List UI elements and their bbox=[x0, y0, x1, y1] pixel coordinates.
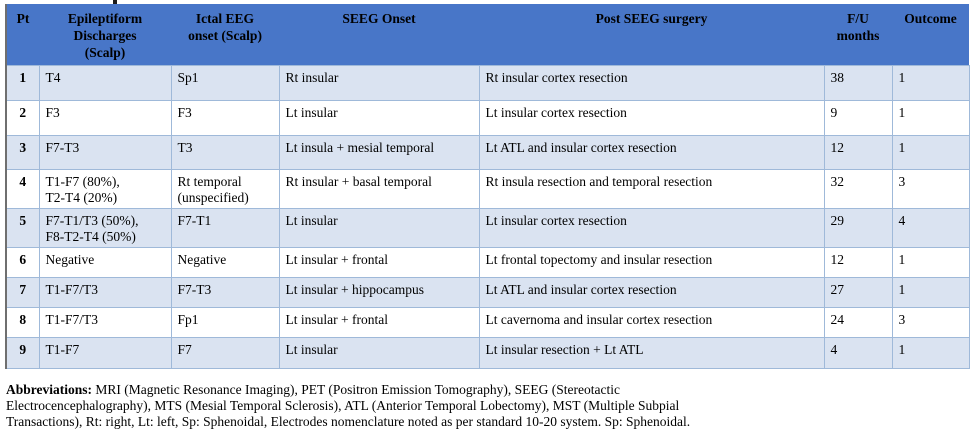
cell-fu-months: 24 bbox=[823, 307, 893, 339]
column-header-outcome: Outcome bbox=[892, 4, 969, 66]
abbreviations-line: Abbreviations: MRI (Magnetic Resonance I… bbox=[6, 382, 972, 398]
cell-seeg-onset: Rt insular + basal temporal bbox=[278, 168, 480, 210]
cell-pt: 9 bbox=[5, 337, 40, 370]
cell-post-seeg-surgery: Lt frontal topectomy and insular resecti… bbox=[478, 247, 825, 279]
cell-fu-months: 32 bbox=[823, 168, 893, 210]
cell-epileptiform-discharges: T1-F7/T3 bbox=[38, 307, 172, 339]
cell-fu-months: 9 bbox=[823, 99, 893, 136]
cell-outcome: 1 bbox=[891, 337, 970, 370]
cell-pt: 5 bbox=[5, 207, 40, 249]
cell-outcome: 1 bbox=[891, 64, 970, 101]
cell-pt: 2 bbox=[5, 99, 40, 136]
column-header-fu-months: F/U months bbox=[824, 4, 892, 66]
cell-fu-months: 12 bbox=[823, 134, 893, 170]
column-header-ictal-eeg-onset: Ictal EEG onset (Scalp) bbox=[171, 4, 279, 66]
table-row: 9 T1-F7 F7 Lt insular Lt insular resection +… bbox=[5, 337, 970, 370]
cell-fu-months: 29 bbox=[823, 207, 893, 249]
cell-outcome: 3 bbox=[891, 307, 970, 339]
cell-post-seeg-surgery: Lt ATL and insular cortex resection bbox=[478, 134, 825, 170]
cell-post-seeg-surgery: Lt insular resection + Lt ATL bbox=[478, 337, 825, 370]
table-row: 5 F7-T1/T3 (50%), F8-T2-T4 (50%) F7-T1 Lt i… bbox=[5, 207, 970, 249]
cell-pt: 8 bbox=[5, 307, 40, 339]
cell-fu-months: 38 bbox=[823, 64, 893, 101]
cell-epileptiform-discharges: T1-F7 bbox=[38, 337, 172, 370]
abbreviations-label: Abbreviations: bbox=[6, 382, 93, 397]
cell-epileptiform-discharges: F7-T3 bbox=[38, 134, 172, 170]
cell-outcome: 1 bbox=[891, 134, 970, 170]
table-row: 7 T1-F7/T3 F7-T3 Lt insular + hippocampus Lt… bbox=[5, 277, 970, 309]
table-row: 2 F3 F3 Lt insular Lt insular cortex resecti… bbox=[5, 99, 970, 136]
cell-ictal-eeg-onset: F7 bbox=[170, 337, 280, 370]
cell-epileptiform-discharges: T4 bbox=[38, 64, 172, 101]
cell-post-seeg-surgery: Lt cavernoma and insular cortex resectio… bbox=[478, 307, 825, 339]
cell-ictal-eeg-onset: Rt temporal (unspecified) bbox=[170, 168, 280, 210]
table-row: 4 T1-F7 (80%), T2-T4 (20%) Rt temporal (un… bbox=[5, 168, 970, 210]
cell-outcome: 1 bbox=[891, 99, 970, 136]
cell-post-seeg-surgery: Rt insular cortex resection bbox=[478, 64, 825, 101]
cell-fu-months: 27 bbox=[823, 277, 893, 309]
table-row: 6 Negative Negative Lt insular + frontal Lt … bbox=[5, 247, 970, 279]
cell-fu-months: 4 bbox=[823, 337, 893, 370]
cell-epileptiform-discharges: F7-T1/T3 (50%), F8-T2-T4 (50%) bbox=[38, 207, 172, 249]
cell-seeg-onset: Lt insula + mesial temporal bbox=[278, 134, 480, 170]
cell-epileptiform-discharges: F3 bbox=[38, 99, 172, 136]
cell-seeg-onset: Lt insular bbox=[278, 207, 480, 249]
cell-seeg-onset: Lt insular + hippocampus bbox=[278, 277, 480, 309]
abbreviations-note: Abbreviations: MRI (Magnetic Resonance I… bbox=[6, 382, 972, 431]
cell-post-seeg-surgery: Lt insular cortex resection bbox=[478, 99, 825, 136]
column-header-post-seeg-surgery: Post SEEG surgery bbox=[479, 4, 824, 66]
cell-seeg-onset: Rt insular bbox=[278, 64, 480, 101]
table-row: 8 T1-F7/T3 Fp1 Lt insular + frontal Lt caver… bbox=[5, 307, 970, 339]
cell-ictal-eeg-onset: Sp1 bbox=[170, 64, 280, 101]
cell-seeg-onset: Lt insular bbox=[278, 99, 480, 136]
cell-pt: 1 bbox=[5, 64, 40, 101]
cell-seeg-onset: Lt insular bbox=[278, 337, 480, 370]
cell-ictal-eeg-onset: F7-T1 bbox=[170, 207, 280, 249]
cell-seeg-onset: Lt insular + frontal bbox=[278, 247, 480, 279]
column-header-pt: Pt bbox=[6, 4, 39, 66]
cell-ictal-eeg-onset: T3 bbox=[170, 134, 280, 170]
cell-seeg-onset: Lt insular + frontal bbox=[278, 307, 480, 339]
cell-post-seeg-surgery: Rt insula resection and temporal resecti… bbox=[478, 168, 825, 210]
cell-ictal-eeg-onset: Fp1 bbox=[170, 307, 280, 339]
cell-pt: 3 bbox=[5, 134, 40, 170]
cell-pt: 4 bbox=[5, 168, 40, 210]
abbreviations-text: MRI (Magnetic Resonance Imaging), PET (P… bbox=[95, 382, 620, 397]
cell-epileptiform-discharges: T1-F7/T3 bbox=[38, 277, 172, 309]
crop-artifact-mark bbox=[113, 0, 117, 5]
cell-outcome: 3 bbox=[891, 168, 970, 210]
cell-ictal-eeg-onset: F3 bbox=[170, 99, 280, 136]
cell-outcome: 1 bbox=[891, 277, 970, 309]
cell-epileptiform-discharges: T1-F7 (80%), T2-T4 (20%) bbox=[38, 168, 172, 210]
cell-ictal-eeg-onset: F7-T3 bbox=[170, 277, 280, 309]
table-row: 3 F7-T3 T3 Lt insula + mesial temporal Lt AT… bbox=[5, 134, 970, 170]
cell-pt: 7 bbox=[5, 277, 40, 309]
table-body: 1 T4 Sp1 Rt insular Rt insular cortex resect… bbox=[5, 64, 970, 370]
header-row: Pt Epileptiform Discharges (Scalp) Ictal… bbox=[6, 4, 969, 66]
abbreviations-line: Electrocencephalography), MTS (Mesial Te… bbox=[6, 398, 680, 414]
cell-outcome: 4 bbox=[891, 207, 970, 249]
column-header-epileptiform-discharges: Epileptiform Discharges (Scalp) bbox=[39, 4, 171, 66]
patients-table: Pt Epileptiform Discharges (Scalp) Ictal… bbox=[5, 4, 970, 370]
cell-ictal-eeg-onset: Negative bbox=[170, 247, 280, 279]
cell-outcome: 1 bbox=[891, 247, 970, 279]
column-header-seeg-onset: SEEG Onset bbox=[279, 4, 479, 66]
cell-post-seeg-surgery: Lt insular cortex resection bbox=[478, 207, 825, 249]
table-row: 1 T4 Sp1 Rt insular Rt insular cortex resect… bbox=[5, 64, 970, 101]
abbreviations-line: Transactions), Rt: right, Lt: left, Sp: … bbox=[6, 414, 691, 430]
cell-fu-months: 12 bbox=[823, 247, 893, 279]
cell-pt: 6 bbox=[5, 247, 40, 279]
cell-epileptiform-discharges: Negative bbox=[38, 247, 172, 279]
cell-post-seeg-surgery: Lt ATL and insular cortex resection bbox=[478, 277, 825, 309]
